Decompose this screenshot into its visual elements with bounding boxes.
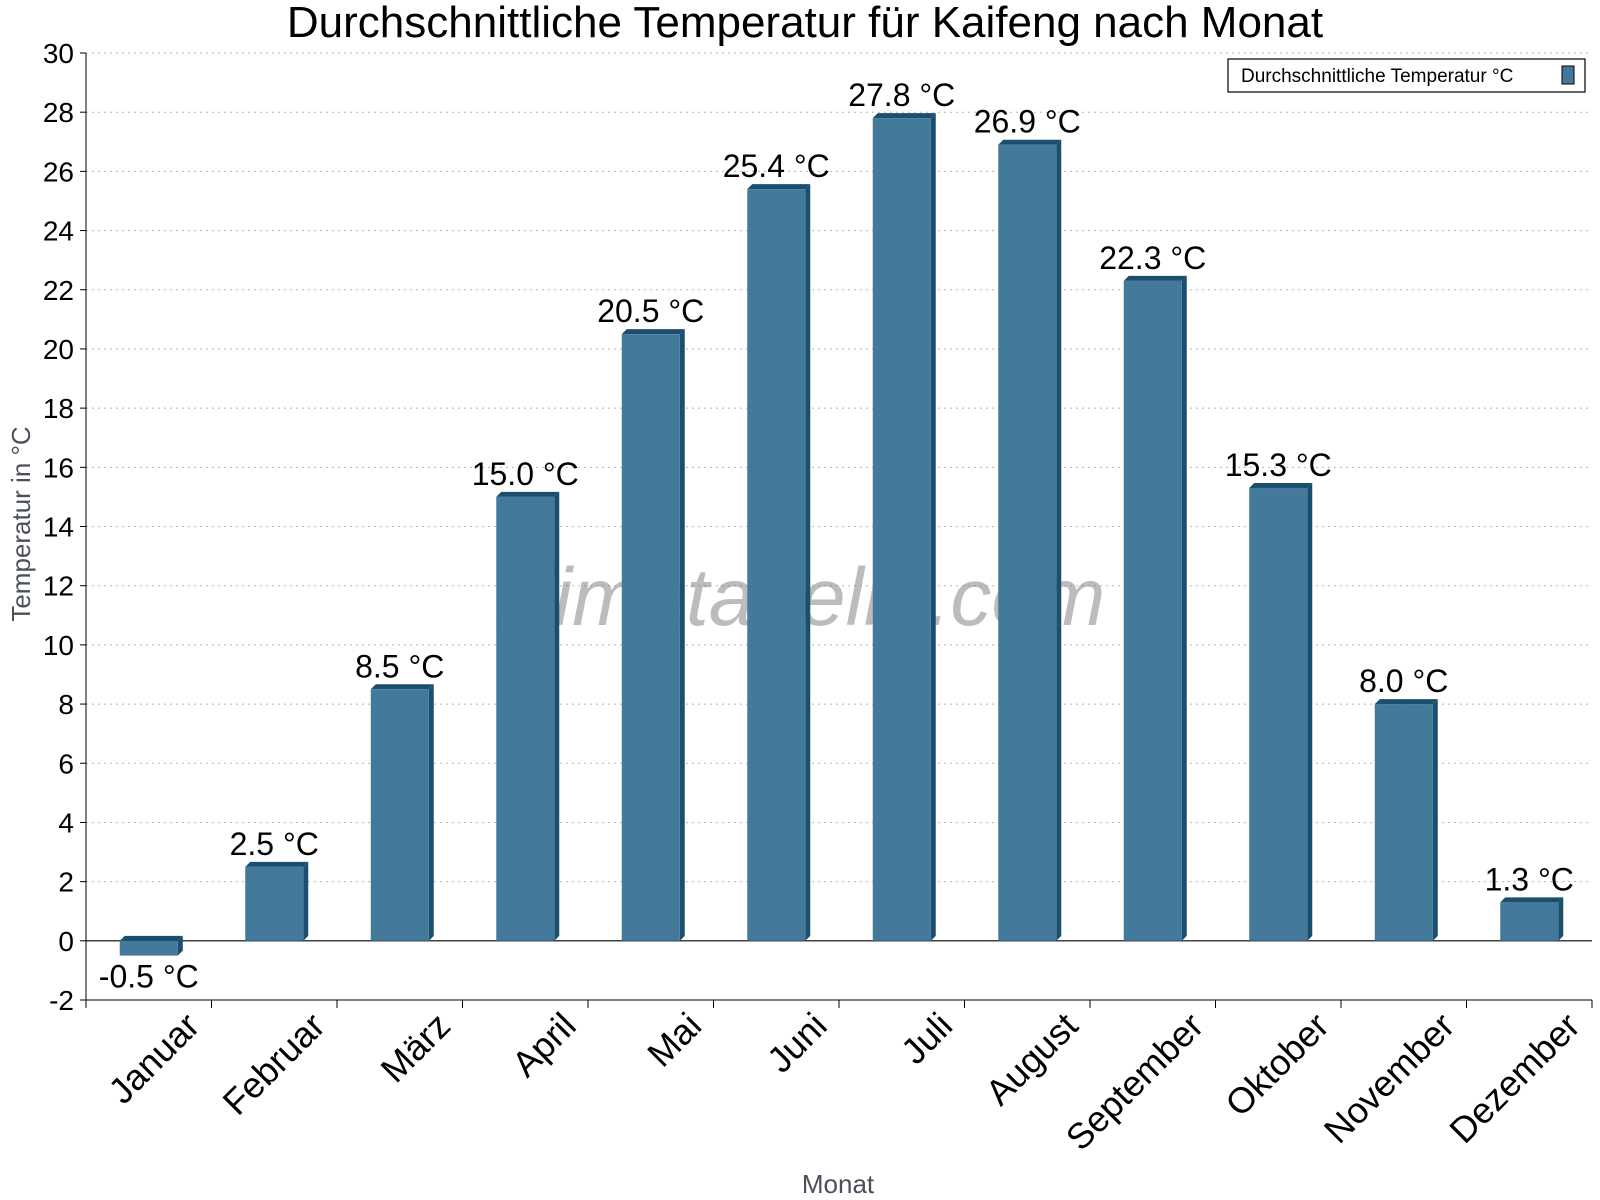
bar (1249, 488, 1308, 941)
bar-side (805, 184, 811, 941)
data-label: 1.3 °C (1485, 861, 1574, 897)
legend-label: Durchschnittliche Temperatur °C (1241, 66, 1513, 87)
data-label: 26.9 °C (974, 104, 1081, 140)
bar (370, 689, 429, 941)
y-tick-label: 10 (43, 630, 74, 661)
x-tick-label: Mai (639, 1005, 709, 1075)
bar-top (496, 491, 560, 497)
y-tick-label: 28 (43, 97, 74, 128)
y-tick-label: 6 (58, 748, 74, 779)
bar (1123, 280, 1182, 941)
data-label: 8.5 °C (355, 648, 444, 684)
bar-top (119, 935, 183, 941)
bar (496, 496, 555, 941)
y-tick-label: 2 (58, 867, 74, 898)
x-tick-label: April (504, 1005, 584, 1085)
bar-side (930, 113, 936, 941)
data-label: 20.5 °C (597, 293, 704, 329)
bar-side (1307, 483, 1313, 941)
bar (998, 144, 1057, 941)
bar-side (1558, 897, 1564, 941)
bar-side (177, 935, 183, 956)
bar-side (1432, 699, 1438, 941)
bar-top (1500, 897, 1564, 903)
bar (747, 189, 806, 941)
data-label: 15.0 °C (472, 456, 579, 492)
x-tick-label: Dezember (1441, 1005, 1587, 1151)
x-tick-label: September (1058, 1005, 1212, 1159)
y-tick-label: 26 (43, 156, 74, 187)
data-label: 2.5 °C (230, 826, 319, 862)
bar-side (679, 329, 685, 941)
bar-top (747, 184, 811, 190)
data-label: 27.8 °C (848, 77, 955, 113)
bar-top (872, 113, 936, 119)
y-axis-label: Temperatur in °C (6, 426, 36, 621)
y-tick-label: 20 (43, 334, 74, 365)
data-label: 15.3 °C (1225, 447, 1332, 483)
bar-side (1181, 275, 1187, 941)
y-tick-label: -2 (49, 985, 74, 1016)
y-tick-label: 8 (58, 689, 74, 720)
chart-title: Durchschnittliche Temperatur für Kaifeng… (287, 0, 1323, 47)
bar-top (245, 861, 309, 867)
legend-box (1227, 58, 1586, 93)
bar (621, 334, 680, 941)
bar (1374, 704, 1433, 941)
bar-top (1374, 699, 1438, 705)
bar (245, 866, 304, 941)
bar (1500, 902, 1559, 941)
x-tick-label: August (977, 1005, 1085, 1113)
x-axis-label: Monat (802, 1169, 875, 1199)
y-tick-label: 18 (43, 393, 74, 424)
y-tick-label: 22 (43, 275, 74, 306)
bar-top (1249, 483, 1313, 489)
x-tick-label: Oktober (1217, 1005, 1337, 1125)
gridlines (86, 52, 1592, 1001)
y-tick-label: 14 (43, 512, 74, 543)
x-tick-label: November (1316, 1005, 1462, 1151)
bar-side (1056, 139, 1062, 941)
x-tick-label: März (373, 1005, 459, 1091)
x-tick-label: Januar (100, 1005, 207, 1112)
bar (872, 118, 931, 941)
bar-side (428, 684, 434, 941)
data-label: -0.5 °C (99, 959, 199, 995)
x-tick-label: Juli (893, 1005, 960, 1072)
bar-side (554, 491, 560, 941)
y-tick-label: 0 (58, 926, 74, 957)
bar-top (1123, 275, 1187, 281)
bar-top (621, 329, 685, 335)
x-tick-label: Juni (759, 1005, 835, 1081)
data-label: 25.4 °C (723, 148, 830, 184)
y-tick-label: 30 (43, 38, 74, 69)
y-tick-label: 4 (58, 807, 74, 838)
y-tick-label: 24 (43, 216, 74, 247)
data-labels: -0.5 °C 2.5 °C 8.5 °C 15.0 °C 20.5 °C 25.4 °C… (99, 77, 1574, 995)
y-tick-label: 16 (43, 452, 74, 483)
legend: Durchschnittliche Temperatur °C (1227, 58, 1586, 93)
bars (119, 113, 1564, 956)
bar-top (998, 139, 1062, 145)
bar-top (370, 684, 434, 690)
bar-side (303, 861, 309, 941)
y-tick-label: 12 (43, 571, 74, 602)
x-axis-ticks: Januar Februar März April Mai Juni Juli AugustS… (85, 1000, 1593, 1159)
legend-swatch (1561, 65, 1575, 85)
data-label: 22.3 °C (1099, 240, 1206, 276)
bar (119, 940, 178, 956)
data-label: 8.0 °C (1359, 663, 1448, 699)
x-tick-label: Februar (215, 1005, 333, 1123)
